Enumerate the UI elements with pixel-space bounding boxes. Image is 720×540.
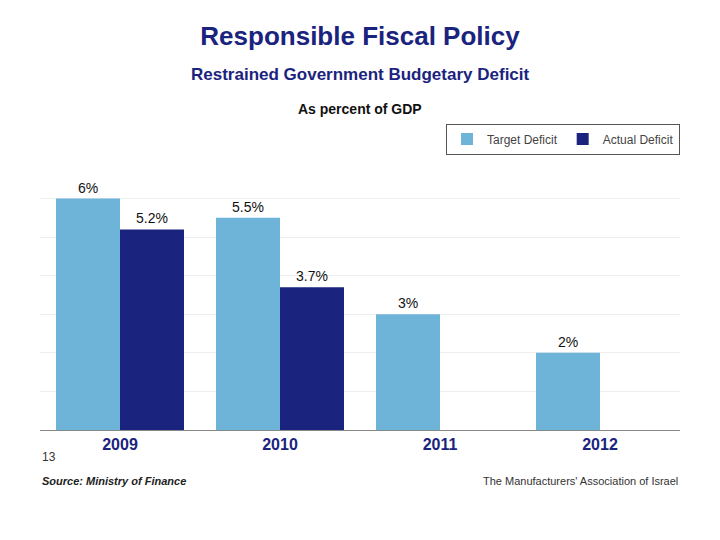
svg-text:Source: Ministry of Finance: Source: Ministry of Finance	[42, 475, 186, 487]
svg-text:5.5%: 5.5%	[232, 199, 264, 215]
svg-text:As percent of GDP: As percent of GDP	[298, 101, 422, 117]
svg-text:2011: 2011	[423, 436, 458, 453]
svg-text:2009: 2009	[102, 436, 138, 453]
svg-text:Responsible Fiscal Policy: Responsible Fiscal Policy	[200, 21, 520, 51]
svg-text:5.2%: 5.2%	[136, 210, 168, 226]
svg-text:Actual Deficit: Actual Deficit	[603, 133, 674, 147]
svg-text:3%: 3%	[398, 295, 418, 311]
svg-text:2%: 2%	[558, 334, 578, 350]
svg-text:Restrained Government Budgetar: Restrained Government Budgetary Deficit	[191, 65, 530, 84]
svg-text:2012: 2012	[582, 436, 618, 453]
svg-text:2010: 2010	[262, 436, 298, 453]
svg-text:Target Deficit: Target Deficit	[487, 133, 558, 147]
svg-text:13: 13	[42, 450, 56, 464]
svg-text:6%: 6%	[78, 180, 98, 196]
svg-text:The Manufacturers' Association: The Manufacturers' Association of Israel	[483, 475, 678, 487]
svg-text:3.7%: 3.7%	[296, 268, 328, 284]
